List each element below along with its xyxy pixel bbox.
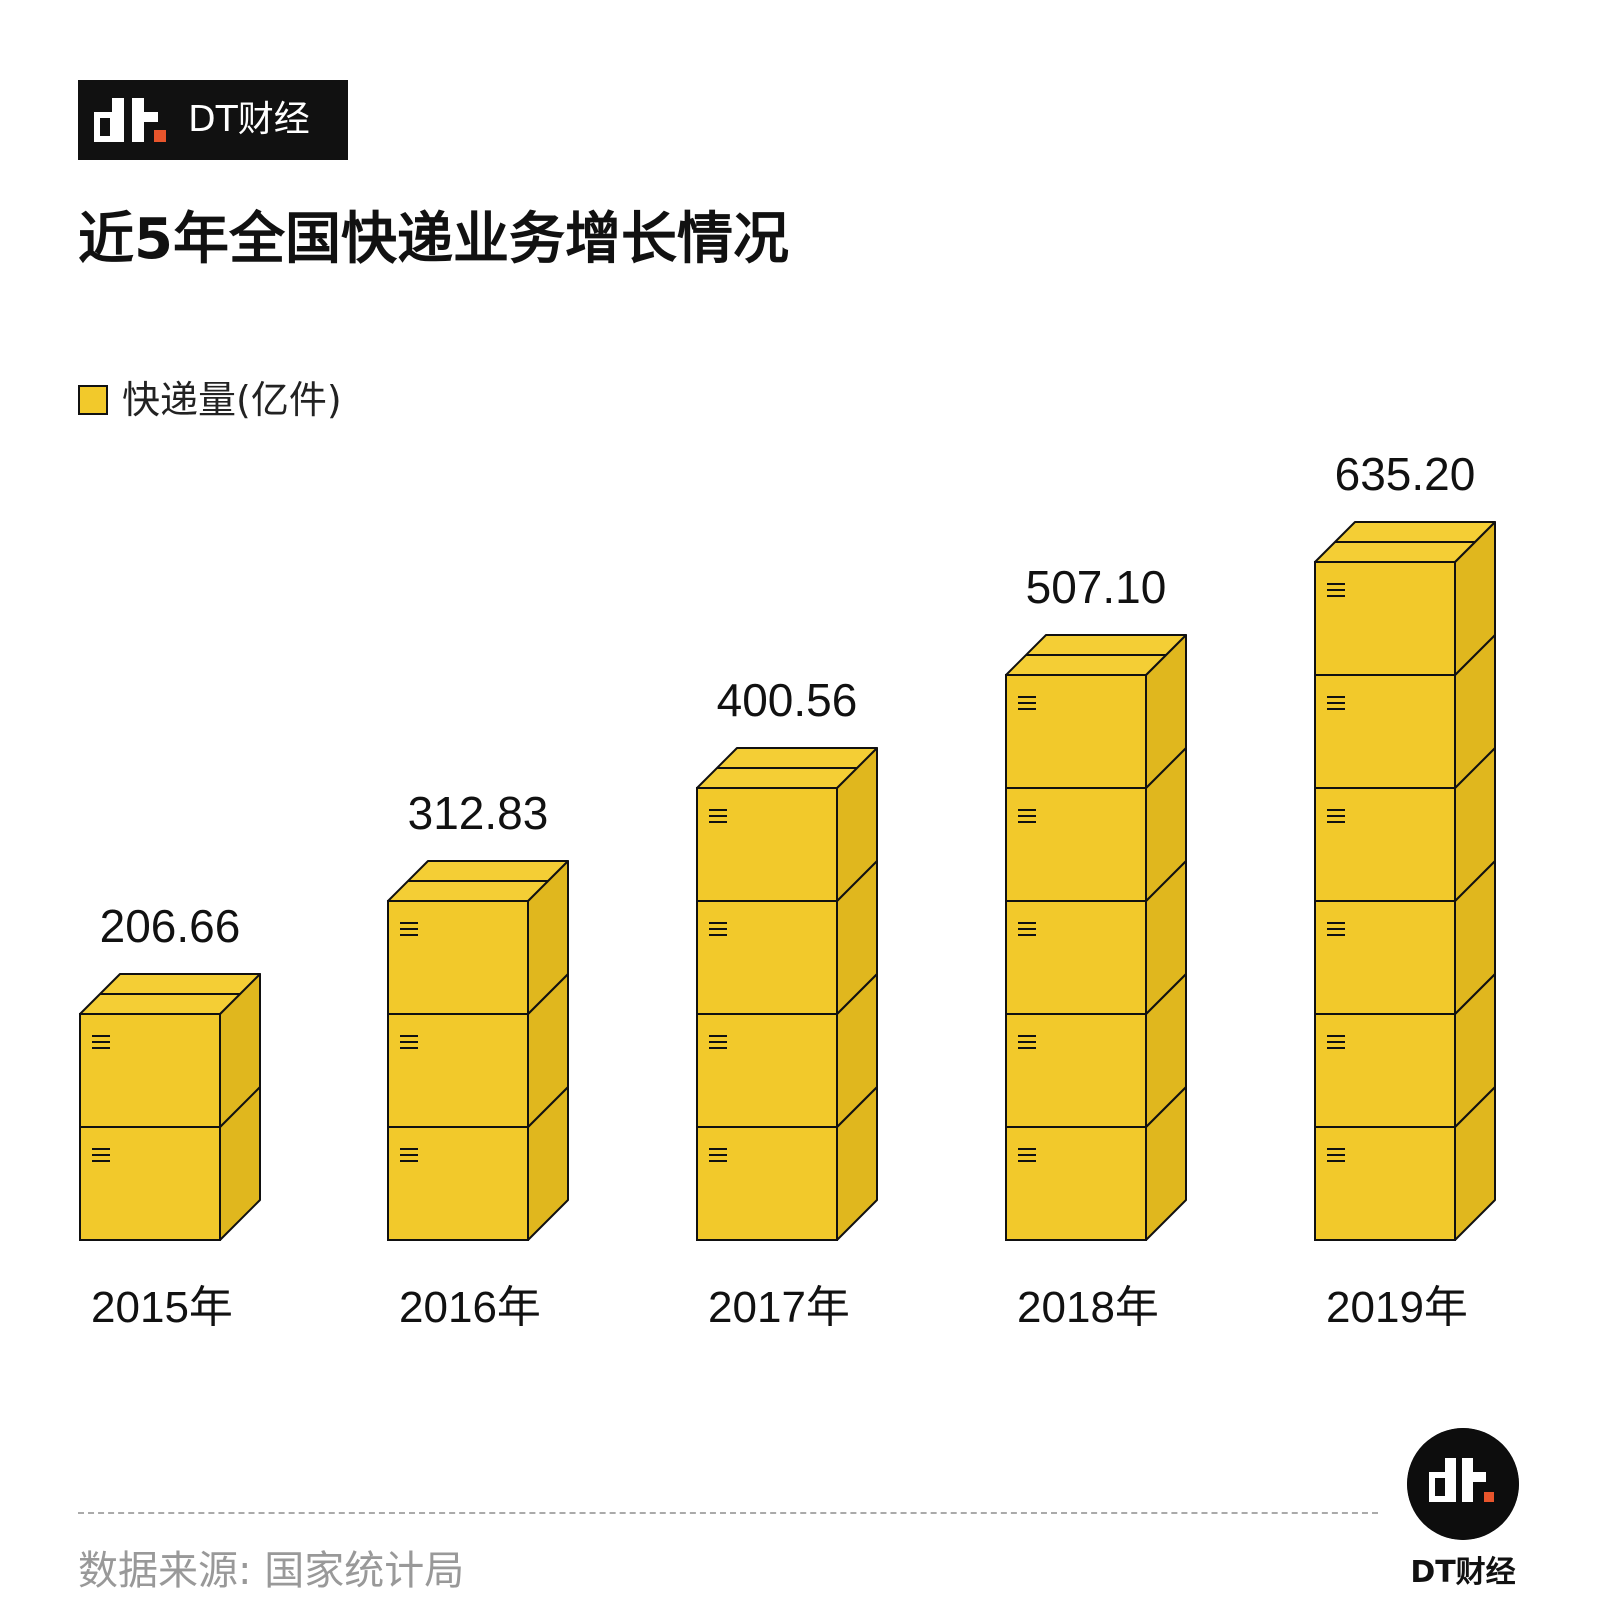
box-front [1005,1126,1147,1241]
box-front [1005,674,1147,789]
category-label: 2016年 [399,1283,541,1332]
value-label: 206.66 [100,900,241,952]
box-front [1314,900,1456,1015]
corner-brand-name: DT财经 [1410,1555,1516,1590]
brand-name: DT财经 [188,99,310,140]
dt-logo-icon [94,98,166,142]
legend-swatch [78,385,108,415]
footer-divider [78,1512,1378,1514]
value-label: 635.20 [1335,448,1476,500]
value-label: 507.10 [1026,561,1167,613]
box-front [1314,1013,1456,1128]
box-front [79,1013,221,1128]
box-front [387,1013,529,1128]
box-front [696,1013,838,1128]
legend: 快递量(亿件) [78,378,342,422]
category-label: 2018年 [1017,1283,1159,1332]
legend-label: 快递量(亿件) [122,378,342,422]
box-front [1005,1013,1147,1128]
box-front [1314,561,1456,676]
box-front [1314,1126,1456,1241]
box-front [387,1126,529,1241]
dt-corner-logo-icon [1407,1428,1519,1540]
box-front [1005,900,1147,1015]
box-front [696,1126,838,1241]
box-front [1005,787,1147,902]
box-front [696,900,838,1015]
brand-badge: DT财经 [78,80,348,160]
value-label: 400.56 [717,674,858,726]
value-label: 312.83 [408,787,549,839]
box-front [696,787,838,902]
box-front [1314,674,1456,789]
category-label: 2019年 [1326,1283,1468,1332]
box-front [1314,787,1456,902]
data-source: 数据来源: 国家统计局 [78,1548,465,1594]
category-label: 2017年 [708,1283,850,1332]
category-label: 2015年 [91,1283,233,1332]
box-front [79,1126,221,1241]
chart-title: 近5年全国快递业务增长情况 [78,207,789,272]
box-front [387,900,529,1015]
